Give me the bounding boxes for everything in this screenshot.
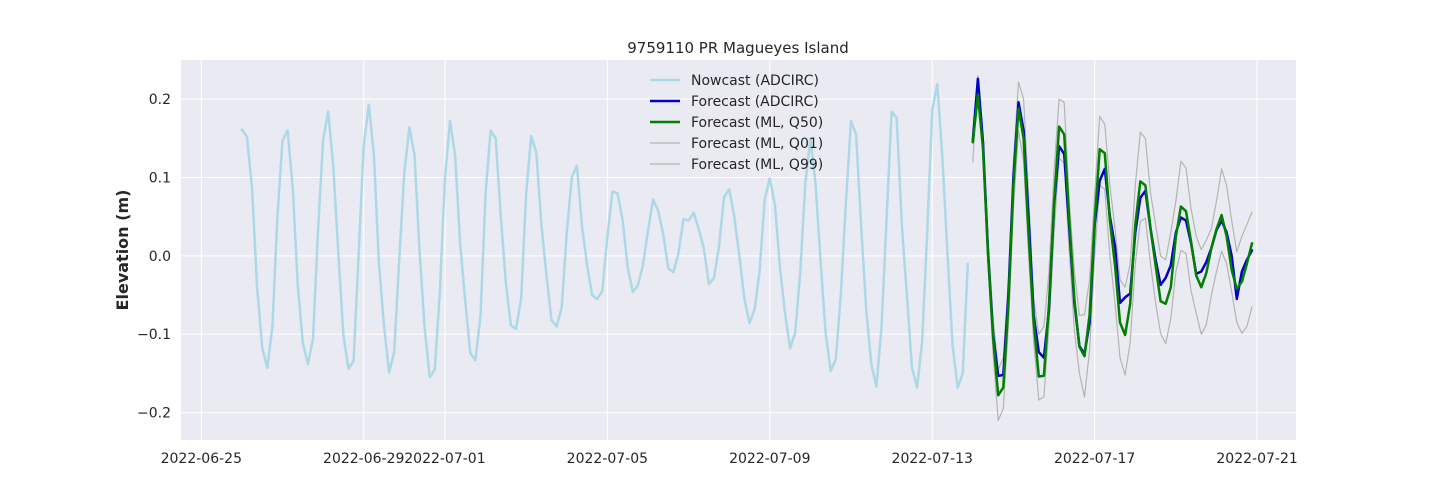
y-tick-label: −0.1 [137, 327, 171, 343]
legend-label: Forecast (ML, Q50) [691, 115, 823, 131]
y-axis-ticks: −0.2 −0.1 0.0 0.1 0.2 [137, 92, 171, 421]
series-line-nowcast-adcirc [240, 83, 970, 389]
x-tick-label: 2022-07-13 [892, 451, 973, 467]
chart-title: 9759110 PR Magueyes Island [627, 39, 849, 57]
x-tick-label: 2022-07-21 [1216, 451, 1297, 467]
series-line-forecast-ml-q01 [972, 98, 1253, 421]
legend: Nowcast (ADCIRC) Forecast (ADCIRC) Forecas… [650, 73, 823, 173]
y-tick-label: 0.0 [149, 249, 171, 265]
x-tick-label: 2022-07-09 [729, 451, 810, 467]
x-axis-ticks: 2022-06-25 2022-06-29 2022-07-01 2022-07-05… [161, 451, 1298, 467]
legend-label: Forecast (ADCIRC) [691, 94, 819, 110]
x-tick-label: 2022-07-17 [1054, 451, 1135, 467]
x-tick-label: 2022-06-25 [161, 451, 242, 467]
series-line-forecast-ml-q99 [972, 75, 1253, 371]
y-tick-label: 0.2 [149, 92, 171, 108]
x-tick-label: 2022-07-05 [567, 451, 648, 467]
series-line-forecast-ml-q50 [971, 93, 1254, 397]
x-tick-label: 2022-07-01 [404, 451, 485, 467]
legend-label: Nowcast (ADCIRC) [691, 73, 819, 89]
y-tick-label: 0.1 [149, 171, 171, 187]
legend-label: Forecast (ML, Q01) [691, 136, 823, 152]
series-line-forecast-adcirc [971, 77, 1254, 378]
legend-label: Forecast (ML, Q99) [691, 157, 823, 173]
series-layer [240, 75, 1254, 421]
x-tick-label: 2022-06-29 [323, 451, 404, 467]
y-tick-label: −0.2 [137, 406, 171, 422]
y-axis-label: Elevation (m) [113, 190, 132, 311]
